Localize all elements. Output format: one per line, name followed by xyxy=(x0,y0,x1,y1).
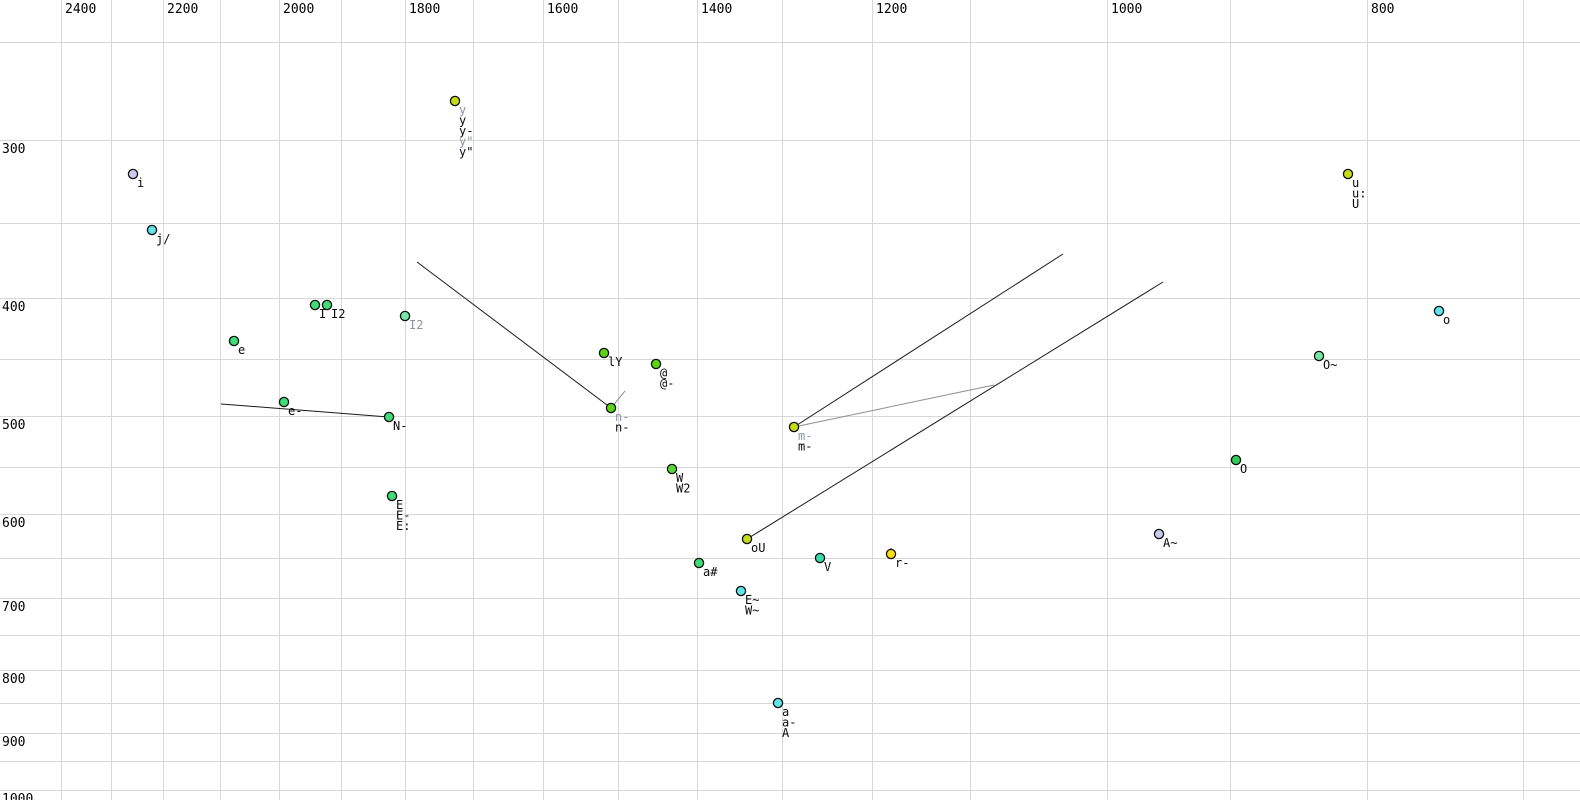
point-label: I2 xyxy=(331,307,345,321)
data-point[interactable] xyxy=(383,411,395,423)
point-label: n- xyxy=(615,410,629,424)
point-label: E- xyxy=(396,509,410,523)
point-label: W~ xyxy=(745,604,759,618)
point-label: W xyxy=(676,471,684,485)
point-label: u xyxy=(1352,176,1359,190)
data-point[interactable] xyxy=(650,358,662,370)
point-label: r- xyxy=(895,556,909,570)
point-label: @- xyxy=(660,377,674,391)
y-axis-tick-label: 900 xyxy=(2,735,25,750)
point-label: y" xyxy=(459,145,473,159)
point-label: U xyxy=(1352,197,1359,211)
data-point[interactable] xyxy=(605,402,617,414)
point-label: a xyxy=(782,705,789,719)
x-axis-tick-label: 2000 xyxy=(283,2,314,17)
point-label: i xyxy=(137,176,144,190)
trajectory-m-long xyxy=(793,253,1064,428)
point-label: @ xyxy=(660,366,667,380)
data-point[interactable] xyxy=(788,421,800,433)
y-axis-tick-label: 300 xyxy=(2,142,25,157)
point-label: m- xyxy=(798,429,812,443)
data-point[interactable] xyxy=(598,347,610,359)
data-point[interactable] xyxy=(449,95,461,107)
trajectory-m-gray xyxy=(793,384,995,428)
data-point[interactable] xyxy=(1153,528,1165,540)
data-point[interactable] xyxy=(309,299,321,311)
point-label: A~ xyxy=(1163,536,1177,550)
point-label: A xyxy=(782,726,790,740)
point-label: m- xyxy=(798,440,812,454)
data-point[interactable] xyxy=(693,557,705,569)
x-axis-tick-label: 1600 xyxy=(547,2,578,17)
y-axis-tick-label: 700 xyxy=(2,600,25,615)
y-axis-tick-label: 800 xyxy=(2,672,25,687)
point-label: O~ xyxy=(1323,358,1337,372)
x-axis-tick-label: 1200 xyxy=(876,2,907,17)
x-axis-tick-label: 1000 xyxy=(1111,2,1142,17)
trajectory-to-n xyxy=(416,261,612,409)
data-point[interactable] xyxy=(1230,454,1242,466)
point-label: oU xyxy=(751,541,765,555)
point-label: y- xyxy=(459,124,473,138)
data-point[interactable] xyxy=(772,697,784,709)
point-label: a- xyxy=(782,716,796,730)
data-point[interactable] xyxy=(127,168,139,180)
point-label: E~ xyxy=(745,593,759,607)
point-label: N- xyxy=(393,419,407,433)
x-axis-tick-label: 800 xyxy=(1371,2,1394,17)
x-axis-tick-label: 1800 xyxy=(409,2,440,17)
data-point[interactable] xyxy=(1342,168,1354,180)
point-label: y xyxy=(459,103,466,117)
x-axis-tick-label: 2200 xyxy=(167,2,198,17)
point-label: W2 xyxy=(676,482,690,496)
data-point[interactable] xyxy=(885,548,897,560)
trajectory-oU xyxy=(746,281,1164,540)
data-point[interactable] xyxy=(666,463,678,475)
x-axis-tick-label: 2400 xyxy=(65,2,96,17)
y-axis-tick-label: 1000 xyxy=(2,792,33,800)
data-point[interactable] xyxy=(1313,350,1325,362)
point-label: e- xyxy=(288,404,302,418)
point-label: E xyxy=(396,498,403,512)
data-point[interactable] xyxy=(1433,305,1445,317)
point-label: n- xyxy=(615,421,629,435)
data-point[interactable] xyxy=(321,299,333,311)
point-label: j/ xyxy=(156,232,170,246)
point-label: I xyxy=(319,307,326,321)
point-label: V xyxy=(824,560,831,574)
y-axis-tick-label: 600 xyxy=(2,516,25,531)
data-point[interactable] xyxy=(741,533,753,545)
data-point[interactable] xyxy=(146,224,158,236)
point-label: y" xyxy=(459,135,473,149)
data-point[interactable] xyxy=(228,335,240,347)
y-axis-tick-label: 400 xyxy=(2,300,25,315)
point-label: lY xyxy=(608,355,623,369)
point-label: I2 xyxy=(409,318,423,332)
data-point[interactable] xyxy=(735,585,747,597)
point-label: y xyxy=(459,114,466,128)
data-point[interactable] xyxy=(278,396,290,408)
point-label: O xyxy=(1240,462,1247,476)
trajectory-e-to-N xyxy=(220,403,390,418)
data-point[interactable] xyxy=(386,490,398,502)
point-label: e xyxy=(238,343,245,357)
point-label: E: xyxy=(396,519,410,533)
point-label: a# xyxy=(703,565,718,579)
point-label: o xyxy=(1443,313,1450,327)
data-point[interactable] xyxy=(814,552,826,564)
point-label: u: xyxy=(1352,187,1366,201)
data-point[interactable] xyxy=(399,310,411,322)
y-axis-tick-label: 500 xyxy=(2,418,25,433)
x-axis-tick-label: 1400 xyxy=(701,2,732,17)
